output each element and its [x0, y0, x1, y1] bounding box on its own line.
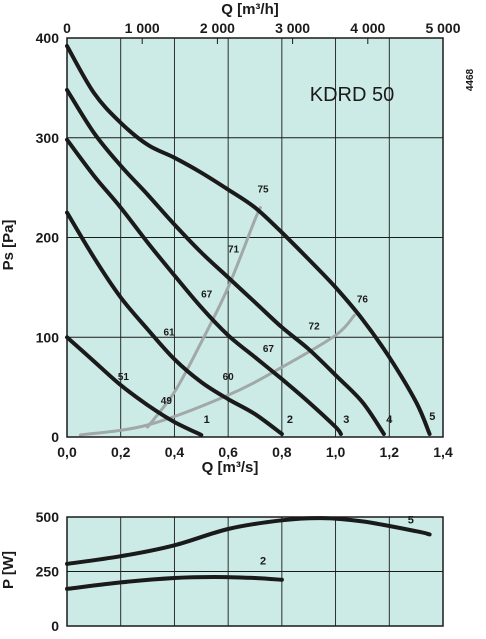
noise-level-label: 60 [223, 372, 235, 383]
power-y-axis-title: P [W] [0, 551, 17, 589]
power-curve-label: 2 [260, 556, 266, 568]
y-tick-label: 200 [36, 230, 60, 246]
noise-level-label: 72 [309, 321, 321, 332]
pressure-curves [65, 44, 432, 437]
x2-axis-title: Q [m³/h] [221, 1, 279, 18]
noise-level-label: 71 [228, 244, 240, 255]
y-tick-labels: 0 100 200 300 400 [36, 30, 60, 445]
x-axis-title: Q [m³/s] [202, 459, 259, 476]
x-tick-label: 0,2 [111, 444, 131, 460]
noise-level-label: 76 [357, 294, 369, 305]
noise-annotations: 75 71 67 61 51 49 76 72 67 60 [118, 185, 369, 407]
x2-tick-label: 1 000 [125, 20, 160, 36]
power-y-tick-label: 250 [36, 564, 60, 580]
noise-level-label: 67 [201, 289, 213, 300]
side-code-label: 4468 [465, 68, 476, 91]
curve-number-labels: 1 2 3 4 5 [204, 411, 436, 426]
curve-number-label: 4 [386, 414, 393, 426]
noise-level-label: 49 [161, 396, 173, 407]
noise-level-label: 61 [163, 327, 175, 338]
power-curve-labels: 52 [260, 515, 414, 568]
x-tick-label: 0,4 [165, 444, 185, 460]
x-tick-label: 0,8 [272, 444, 292, 460]
noise-level-label: 67 [263, 344, 275, 355]
y-tick-label: 300 [36, 130, 60, 146]
noise-level-label: 51 [118, 372, 130, 383]
y-tick-label: 0 [51, 429, 59, 445]
noise-line [78, 313, 356, 437]
noise-level-lines [78, 206, 356, 437]
noise-line [146, 206, 262, 429]
curve-number-label: 2 [287, 414, 293, 426]
pressure-plot-frame [66, 37, 444, 438]
x-tick-label: 0,6 [218, 444, 238, 460]
x-tick-label: 1,0 [326, 444, 346, 460]
power-curve-label: 5 [408, 515, 414, 527]
y-tick-label: 400 [36, 30, 60, 46]
power-plot-frame [66, 516, 444, 627]
power-y-tick-label: 0 [51, 618, 59, 634]
pressure-curve-3 [65, 137, 343, 436]
model-label: KDRD 50 [310, 84, 394, 106]
x2-tick-label: 0 [63, 20, 71, 36]
x-tick-label: 0,0 [57, 444, 77, 460]
power-curves [65, 516, 432, 591]
x-tick-labels: 0,0 0,2 0,4 0,6 0,8 1,0 1,2 1,4 [57, 444, 453, 460]
power-y-tick-labels: 0 250 500 [36, 509, 60, 634]
y-tick-label: 100 [36, 329, 60, 345]
x2-tick-label: 3 000 [275, 20, 310, 36]
pressure-curve-1 [65, 335, 204, 437]
pressure-curve-5 [65, 44, 432, 436]
x-tick-label: 1,4 [433, 444, 453, 460]
x2-tick-label: 4 000 [350, 20, 385, 36]
power-y-tick-label: 500 [36, 509, 60, 525]
power-curve-5 [65, 516, 432, 566]
curve-number-label: 3 [343, 414, 349, 426]
curve-number-label: 1 [204, 414, 210, 426]
pressure-curve-4 [65, 87, 386, 436]
noise-level-label: 75 [257, 185, 269, 196]
curve-number-label: 5 [429, 411, 435, 423]
x-tick-label: 1,2 [380, 444, 400, 460]
x2-tick-labels: 0 1 000 2 000 3 000 4 000 5 000 [63, 20, 461, 36]
power-curve-2 [65, 574, 284, 591]
x2-tick-label: 2 000 [200, 20, 235, 36]
y-axis-title: Ps [Pa] [0, 220, 17, 271]
pressure-curve-2 [65, 210, 284, 436]
x2-tick-label: 5 000 [425, 20, 460, 36]
